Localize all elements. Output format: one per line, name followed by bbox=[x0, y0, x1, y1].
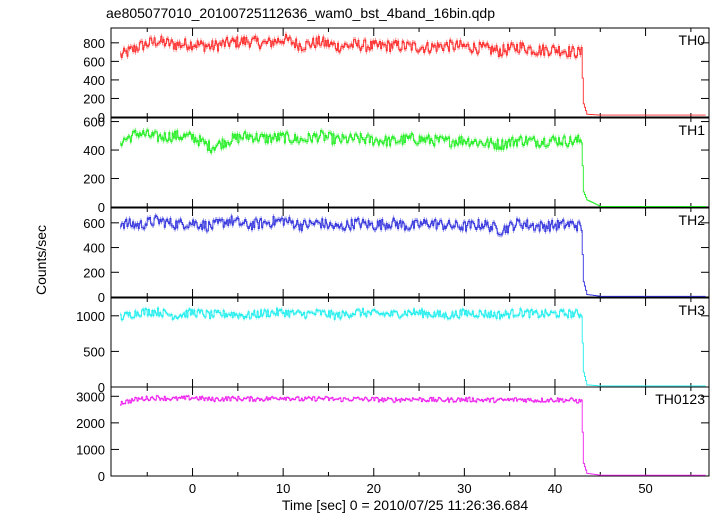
x-tick-label: 20 bbox=[367, 481, 381, 496]
y-tick-label: 0 bbox=[98, 380, 105, 395]
y-tick-label: 2000 bbox=[76, 416, 105, 431]
panel-th2: 0 200 400 600 TH2 bbox=[83, 207, 710, 305]
y-tick-label: 0 bbox=[98, 110, 105, 125]
y-tick-label: 0 bbox=[98, 469, 105, 484]
y-tick-label: 600 bbox=[83, 115, 105, 130]
panel-label: TH3 bbox=[679, 302, 706, 318]
series-th1 bbox=[120, 129, 706, 207]
panel-frame bbox=[110, 27, 710, 118]
y-tick-label: 1000 bbox=[76, 309, 105, 324]
y-tick-label: 600 bbox=[83, 216, 105, 231]
series-th3 bbox=[120, 307, 706, 387]
y-tick-label: 800 bbox=[83, 36, 105, 51]
panel-th0123: 0 1000 2000 3000 TH0123 bbox=[76, 386, 710, 484]
panel-frame bbox=[110, 117, 710, 208]
x-tick-label: 50 bbox=[638, 481, 652, 496]
y-tick-label: 400 bbox=[83, 241, 105, 256]
y-tick-label: 3000 bbox=[76, 389, 105, 404]
y-tick-label: 200 bbox=[83, 265, 105, 280]
panel-label: TH2 bbox=[679, 212, 706, 228]
x-tick-label: 40 bbox=[548, 481, 562, 496]
x-axis-label: Time [sec] 0 = 2010/07/25 11:26:36.684 bbox=[282, 497, 529, 513]
panel-frame bbox=[110, 207, 710, 298]
panel-th3: 0 500 1000 TH3 bbox=[76, 297, 710, 395]
y-tick-label: 1000 bbox=[76, 442, 105, 457]
panel-label: TH1 bbox=[679, 122, 706, 138]
panel-th0: 0 200 400 600 800 TH0 bbox=[83, 27, 710, 125]
series-th0123 bbox=[120, 395, 706, 476]
panel-label: TH0 bbox=[679, 32, 706, 48]
chart-title: ae805077010_20100725112636_wam0_bst_4ban… bbox=[106, 5, 495, 21]
y-tick-label: 0 bbox=[98, 200, 105, 215]
y-tick-label: 500 bbox=[83, 344, 105, 359]
y-tick-label: 0 bbox=[98, 290, 105, 305]
panel-th1: 0 200 400 600 TH1 bbox=[83, 115, 710, 215]
series-th2 bbox=[120, 215, 706, 297]
series-th0 bbox=[120, 33, 706, 116]
y-tick-label: 600 bbox=[83, 54, 105, 69]
x-tick-label: 30 bbox=[457, 481, 471, 496]
y-tick-label: 400 bbox=[83, 143, 105, 158]
x-tick-label: 0 bbox=[189, 481, 196, 496]
series-th1-errors bbox=[120, 127, 582, 156]
y-tick-label: 400 bbox=[83, 73, 105, 88]
y-axis-label: Counts/sec bbox=[33, 225, 49, 295]
panel-label: TH0123 bbox=[655, 391, 705, 407]
y-tick-label: 200 bbox=[83, 91, 105, 106]
y-tick-label: 200 bbox=[83, 172, 105, 187]
panel-frame bbox=[110, 386, 710, 477]
x-tick-label: 10 bbox=[276, 481, 290, 496]
